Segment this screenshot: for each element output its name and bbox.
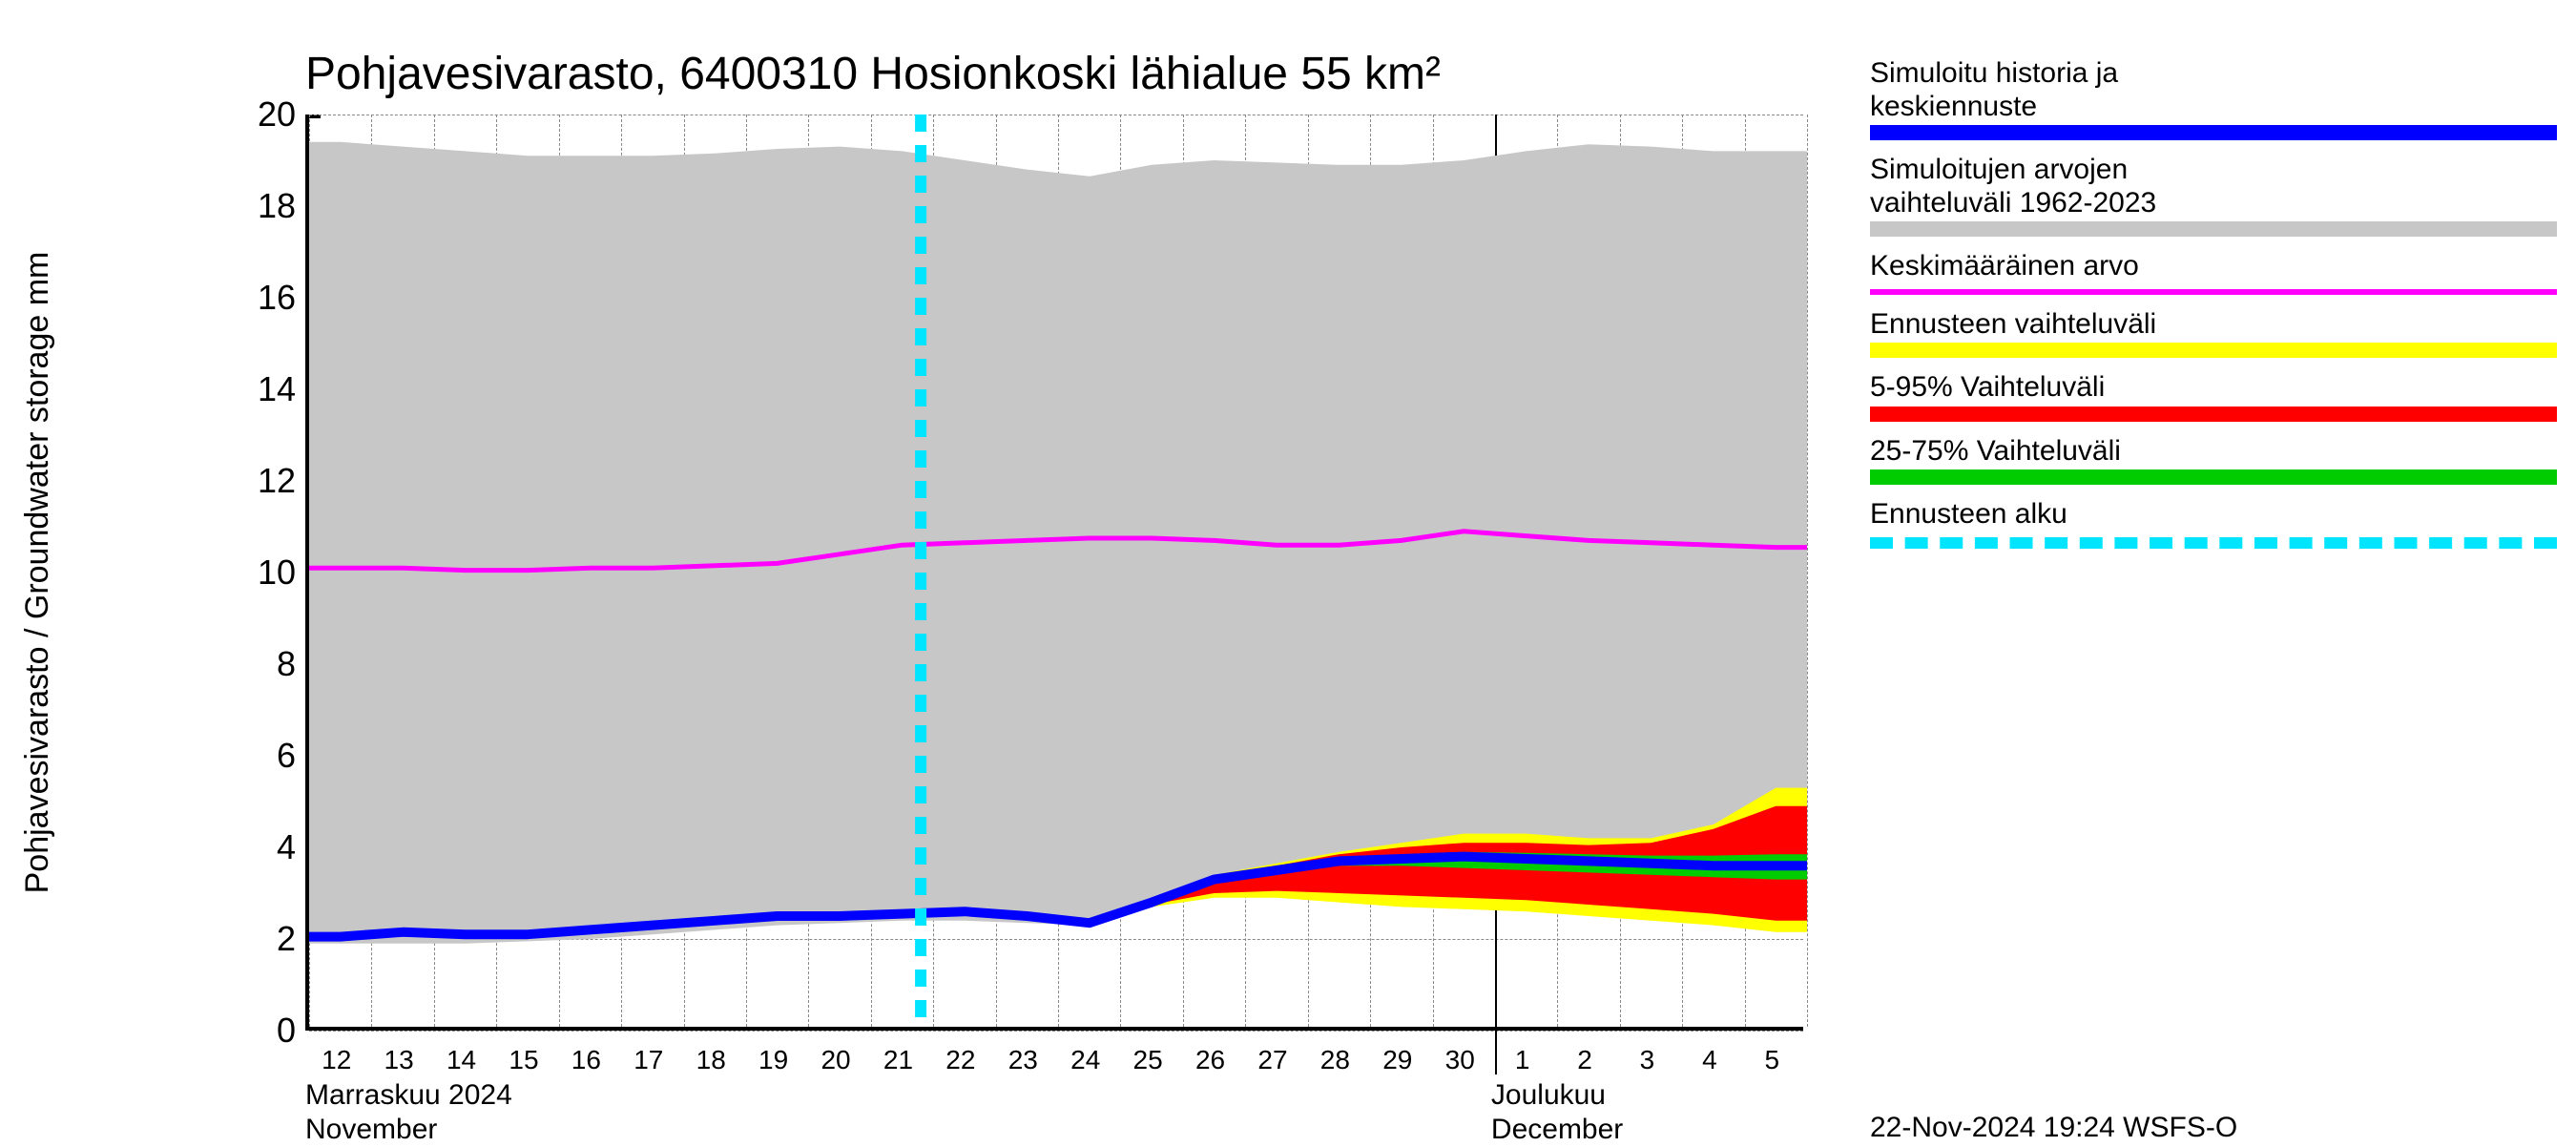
- x-tick-label: 23: [1008, 1045, 1038, 1075]
- y-tick-label: 14: [258, 369, 296, 409]
- legend-swatch: [1870, 221, 2557, 237]
- y-tick-label: 10: [258, 553, 296, 593]
- legend-label: Keskimääräinen arvo: [1870, 250, 2557, 283]
- x-tick-label: 14: [447, 1045, 476, 1075]
- timestamp-label: 22-Nov-2024 19:24 WSFS-O: [1870, 1112, 2237, 1144]
- x-tick-label: 20: [821, 1045, 850, 1075]
- chart-svg: [309, 115, 1807, 1031]
- legend-label: Simuloitujen arvojenvaihteluväli 1962-20…: [1870, 154, 2557, 219]
- y-tick-label: 0: [277, 1011, 296, 1051]
- legend-label: 5-95% Vaihteluväli: [1870, 371, 2557, 405]
- x-tick-label: 19: [758, 1045, 788, 1075]
- x-tick-label: 22: [945, 1045, 975, 1075]
- legend-label: Ennusteen vaihteluväli: [1870, 308, 2557, 342]
- legend-item: 5-95% Vaihteluväli: [1870, 371, 2557, 422]
- x-tick-label: 4: [1702, 1045, 1717, 1075]
- legend-label: 25-75% Vaihteluväli: [1870, 435, 2557, 469]
- x-tick-label: 1: [1515, 1045, 1530, 1075]
- y-tick-label: 20: [258, 94, 296, 135]
- historical-range-band: [309, 142, 1807, 944]
- y-tick-label: 8: [277, 644, 296, 684]
- chart-title: Pohjavesivarasto, 6400310 Hosionkoski lä…: [305, 48, 1441, 100]
- legend-swatch: [1870, 469, 2557, 485]
- x-tick-label: 24: [1070, 1045, 1100, 1075]
- legend-label: Ennusteen alku: [1870, 498, 2557, 532]
- x-tick-label: 29: [1382, 1045, 1412, 1075]
- x-tick-label: 26: [1195, 1045, 1225, 1075]
- x-tick-label: 16: [571, 1045, 601, 1075]
- legend-swatch: [1870, 537, 2557, 549]
- legend-item: Ennusteen vaihteluväli: [1870, 308, 2557, 359]
- legend-label: Simuloitu historia jakeskiennuste: [1870, 57, 2557, 123]
- y-tick-label: 16: [258, 278, 296, 318]
- x-tick-label: 13: [384, 1045, 414, 1075]
- month-label: Marraskuu 2024November: [305, 1078, 512, 1147]
- x-tick-label: 15: [509, 1045, 538, 1075]
- x-tick-label: 12: [322, 1045, 351, 1075]
- x-tick-label: 21: [883, 1045, 913, 1075]
- x-tick-label: 28: [1320, 1045, 1350, 1075]
- legend-swatch: [1870, 407, 2557, 422]
- legend-swatch: [1870, 125, 2557, 140]
- y-tick-label: 2: [277, 919, 296, 959]
- legend-item: Ennusteen alku: [1870, 498, 2557, 549]
- x-tick-label: 5: [1764, 1045, 1779, 1075]
- legend-item: Simuloitujen arvojenvaihteluväli 1962-20…: [1870, 154, 2557, 237]
- x-tick-label: 30: [1445, 1045, 1475, 1075]
- x-tick-label: 25: [1133, 1045, 1163, 1075]
- y-tick-label: 6: [277, 736, 296, 776]
- legend-item: Simuloitu historia jakeskiennuste: [1870, 57, 2557, 140]
- legend-swatch: [1870, 289, 2557, 295]
- chart-plot-area: [305, 115, 1803, 1031]
- legend-item: Keskimääräinen arvo: [1870, 250, 2557, 295]
- legend: Simuloitu historia jakeskiennuste Simuloi…: [1870, 57, 2557, 562]
- x-tick-label: 17: [634, 1045, 663, 1075]
- x-tick-label: 2: [1577, 1045, 1592, 1075]
- y-tick-label: 18: [258, 186, 296, 226]
- x-tick-label: 27: [1257, 1045, 1287, 1075]
- y-tick-label: 12: [258, 461, 296, 501]
- y-axis-label: Pohjavesivarasto / Groundwater storage m…: [19, 252, 56, 894]
- y-tick-label: 4: [277, 827, 296, 867]
- x-tick-label: 18: [696, 1045, 726, 1075]
- x-tick-label: 3: [1640, 1045, 1655, 1075]
- legend-swatch: [1870, 343, 2557, 358]
- month-label: JoulukuuDecember: [1491, 1078, 1623, 1147]
- legend-item: 25-75% Vaihteluväli: [1870, 435, 2557, 486]
